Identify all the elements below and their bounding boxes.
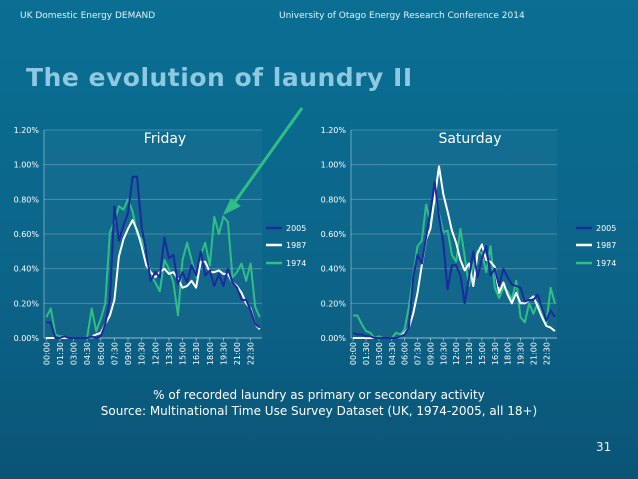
y-tick-label: 0.20% bbox=[14, 299, 40, 308]
x-tick-label: 01:30 bbox=[362, 342, 371, 365]
arrow-head bbox=[222, 198, 241, 216]
y-tick-label: 0.00% bbox=[14, 334, 40, 343]
header-left-text: UK Domestic Energy DEMAND bbox=[20, 11, 156, 21]
x-tick-label: 21:00 bbox=[233, 342, 242, 365]
x-tick-label: 22:30 bbox=[247, 342, 256, 365]
legend-label-1974: 1974 bbox=[286, 259, 306, 268]
x-tick-label: 16:30 bbox=[192, 342, 201, 365]
x-tick-label: 12:00 bbox=[452, 342, 461, 365]
x-tick-label: 06:00 bbox=[97, 342, 106, 365]
x-tick-label: 07:30 bbox=[110, 342, 119, 365]
y-tick-label: 0.80% bbox=[14, 195, 40, 204]
legend-label-1987: 1987 bbox=[596, 241, 616, 250]
series-line-2005 bbox=[352, 181, 556, 339]
chart-title: Friday bbox=[144, 131, 186, 147]
x-tick-label: 18:00 bbox=[504, 342, 513, 365]
x-tick-label: 04:30 bbox=[83, 342, 92, 365]
y-tick-label: 1.00% bbox=[14, 161, 40, 170]
x-tick-label: 12:00 bbox=[151, 342, 160, 365]
x-tick-label: 13:30 bbox=[465, 342, 474, 365]
page-number: 31 bbox=[596, 440, 612, 454]
legend-label-2005: 2005 bbox=[286, 224, 306, 233]
y-tick-label: 0.60% bbox=[321, 230, 347, 239]
chart-title: Saturday bbox=[438, 131, 501, 147]
legend-label-1987: 1987 bbox=[286, 241, 306, 250]
y-tick-label: 0.60% bbox=[14, 230, 40, 239]
x-tick-label: 15:00 bbox=[179, 342, 188, 365]
x-tick-label: 16:30 bbox=[491, 342, 500, 365]
saturday-chart: 0.00% 0.20% 0.40% 0.60% 0.80% 1.00% 1.20% 00:00… bbox=[321, 126, 617, 365]
pointer-arrow bbox=[222, 107, 304, 216]
y-tick-label: 1.00% bbox=[321, 161, 347, 170]
y-tick-label: 0.00% bbox=[321, 334, 347, 343]
x-tick-label: 19:30 bbox=[219, 342, 228, 365]
slide-title: The evolution of laundry II bbox=[26, 63, 413, 92]
legend-label-2005: 2005 bbox=[596, 224, 616, 233]
caption-line-1: % of recorded laundry as primary or seco… bbox=[153, 388, 485, 402]
y-tick-label: 1.20% bbox=[321, 126, 347, 135]
x-tick-label: 07:30 bbox=[414, 342, 423, 365]
y-tick-label: 0.40% bbox=[321, 265, 347, 274]
y-tick-label: 1.20% bbox=[14, 126, 40, 135]
y-tick-label: 0.20% bbox=[321, 299, 347, 308]
x-tick-label: 01:30 bbox=[56, 342, 65, 365]
x-tick-label: 03:00 bbox=[375, 342, 384, 365]
x-tick-label: 00:00 bbox=[42, 342, 51, 365]
caption-line-2: Source: Multinational Time Use Survey Da… bbox=[100, 404, 538, 418]
header-center-text: University of Otago Energy Research Conf… bbox=[279, 11, 525, 21]
x-tick-label: 18:00 bbox=[206, 342, 215, 365]
y-tick-label: 0.80% bbox=[321, 195, 347, 204]
x-tick-label: 03:00 bbox=[70, 342, 79, 365]
arrow-shaft bbox=[230, 107, 304, 207]
x-tick-label: 13:30 bbox=[165, 342, 174, 365]
x-tick-label: 19:30 bbox=[517, 342, 526, 365]
x-tick-label: 09:00 bbox=[124, 342, 133, 365]
friday-chart: 0.00% 0.20% 0.40% 0.60% 0.80% 1.00% 1.20% 00:00… bbox=[14, 126, 307, 365]
x-tick-label: 15:00 bbox=[478, 342, 487, 365]
x-tick-label: 00:00 bbox=[349, 342, 358, 365]
x-tick-label: 09:00 bbox=[426, 342, 435, 365]
legend-label-1974: 1974 bbox=[596, 259, 616, 268]
x-tick-label: 10:30 bbox=[138, 342, 147, 365]
x-tick-label: 10:30 bbox=[439, 342, 448, 365]
x-tick-label: 22:30 bbox=[542, 342, 551, 365]
x-tick-label: 21:00 bbox=[529, 342, 538, 365]
x-tick-label: 06:00 bbox=[401, 342, 410, 365]
x-tick-label: 04:30 bbox=[388, 342, 397, 365]
series-line-2005 bbox=[46, 175, 261, 339]
y-tick-label: 0.40% bbox=[14, 265, 40, 274]
